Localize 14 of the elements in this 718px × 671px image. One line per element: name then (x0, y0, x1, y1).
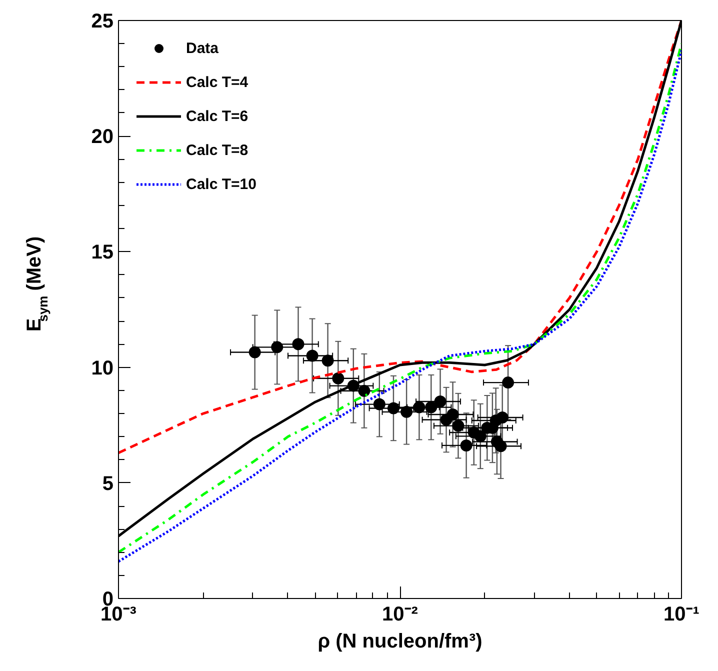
y-tick-label: 25 (91, 10, 114, 32)
x-tick-label: 10⁻² (382, 604, 418, 626)
legend-label: Calc T=4 (186, 74, 248, 90)
legend-label: Calc T=6 (186, 108, 248, 124)
legend-label: Calc T=10 (186, 176, 256, 192)
legend-label: Calc T=8 (186, 142, 248, 158)
x-axis-title: ρ (N nucleon/fm³) (318, 630, 482, 652)
y-axis-title: Esym (MeV) (24, 236, 50, 332)
y-tick-label: 20 (91, 126, 114, 148)
legend-label: Data (186, 40, 219, 56)
y-tick-label: 15 (91, 242, 114, 264)
y-tick-label: 5 (102, 472, 114, 495)
x-tick-label: 10⁻¹ (664, 604, 700, 626)
y-tick-label: 10 (91, 357, 114, 380)
